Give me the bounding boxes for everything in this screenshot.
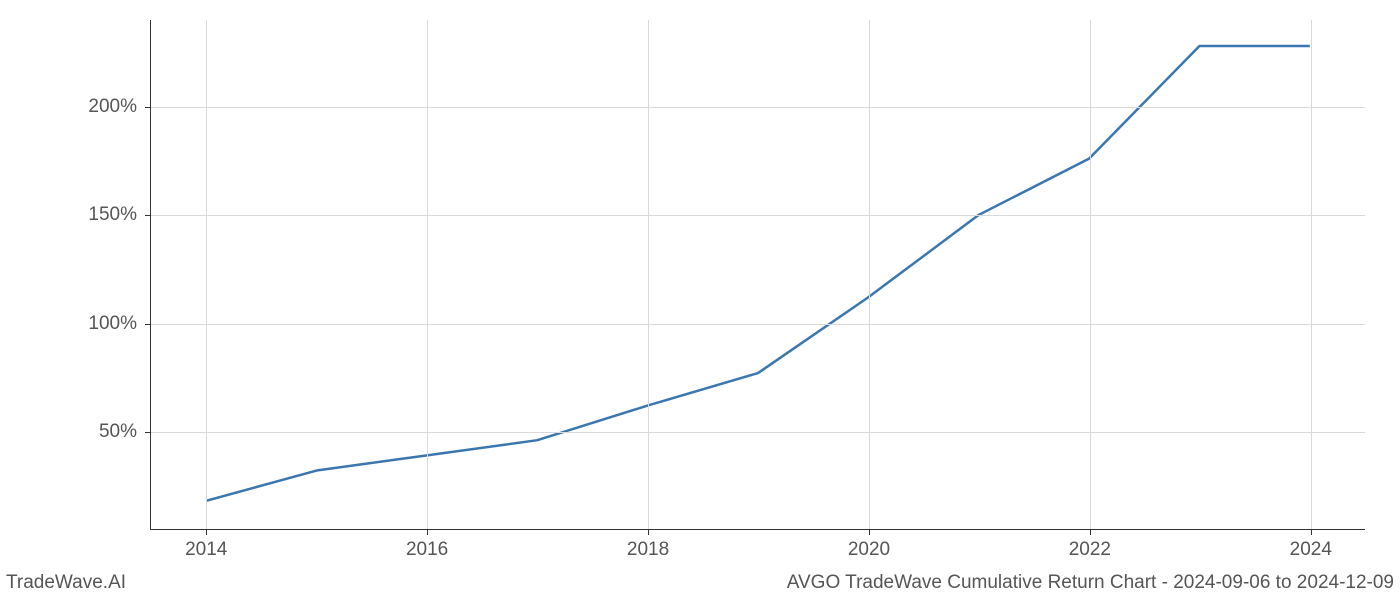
y-tick-label: 50% [99, 421, 137, 443]
y-tick-mark [145, 432, 151, 433]
gridline-vertical [427, 20, 428, 529]
gridline-vertical [1311, 20, 1312, 529]
x-tick-label: 2020 [848, 539, 890, 561]
y-tick-label: 150% [88, 204, 137, 226]
line-chart-svg [151, 20, 1365, 529]
gridline-horizontal [151, 107, 1365, 108]
gridline-vertical [1090, 20, 1091, 529]
x-tick-label: 2016 [406, 539, 448, 561]
x-tick-mark [648, 529, 649, 535]
y-tick-mark [145, 324, 151, 325]
plot-area: 20142016201820202022202450%100%150%200% [150, 20, 1365, 530]
x-tick-mark [869, 529, 870, 535]
y-tick-mark [145, 107, 151, 108]
gridline-vertical [648, 20, 649, 529]
x-tick-mark [427, 529, 428, 535]
x-tick-label: 2018 [627, 539, 669, 561]
y-tick-label: 200% [88, 96, 137, 118]
x-tick-mark [1090, 529, 1091, 535]
x-tick-mark [1311, 529, 1312, 535]
footer-brand-text: TradeWave.AI [6, 572, 126, 594]
gridline-horizontal [151, 432, 1365, 433]
y-tick-mark [145, 215, 151, 216]
footer-caption-text: AVGO TradeWave Cumulative Return Chart -… [787, 572, 1394, 594]
x-tick-mark [206, 529, 207, 535]
chart-container: 20142016201820202022202450%100%150%200% [150, 20, 1365, 530]
y-tick-label: 100% [88, 313, 137, 335]
gridline-horizontal [151, 324, 1365, 325]
gridline-horizontal [151, 215, 1365, 216]
x-tick-label: 2024 [1290, 539, 1332, 561]
x-tick-label: 2014 [185, 539, 227, 561]
gridline-vertical [869, 20, 870, 529]
x-tick-label: 2022 [1069, 539, 1111, 561]
gridline-vertical [206, 20, 207, 529]
